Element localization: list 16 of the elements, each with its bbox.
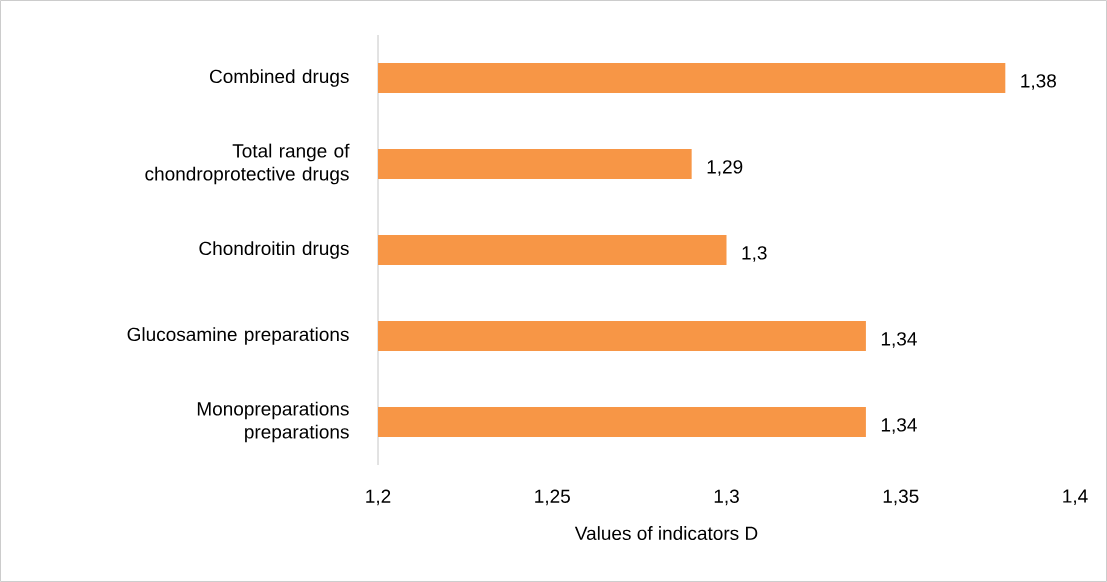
x-tick-label: 1,3: [714, 489, 739, 506]
y-tick-label: Total range of chondroprotective drugs: [145, 143, 350, 185]
data-label: 1,34: [881, 332, 917, 348]
data-label: 1,29: [707, 160, 743, 176]
y-tick-label: Combined drugs: [209, 69, 349, 87]
x-tick-label: 1,4: [1063, 489, 1088, 506]
x-tick-label: 1,25: [535, 489, 570, 506]
data-label: 1,3: [742, 246, 767, 262]
x-tick-label: 1,35: [883, 489, 919, 506]
data-label: 1,34: [881, 418, 917, 434]
data-label: 1,38: [1021, 74, 1056, 90]
y-tick-label: Monopreparations preparations: [197, 401, 349, 443]
x-axis-title: Values of indicators D: [574, 526, 758, 541]
x-tick-label: 1,2: [366, 489, 391, 506]
y-tick-label: Chondroitin drugs: [199, 241, 349, 259]
y-tick-label: Glucosamine preparations: [127, 327, 349, 345]
